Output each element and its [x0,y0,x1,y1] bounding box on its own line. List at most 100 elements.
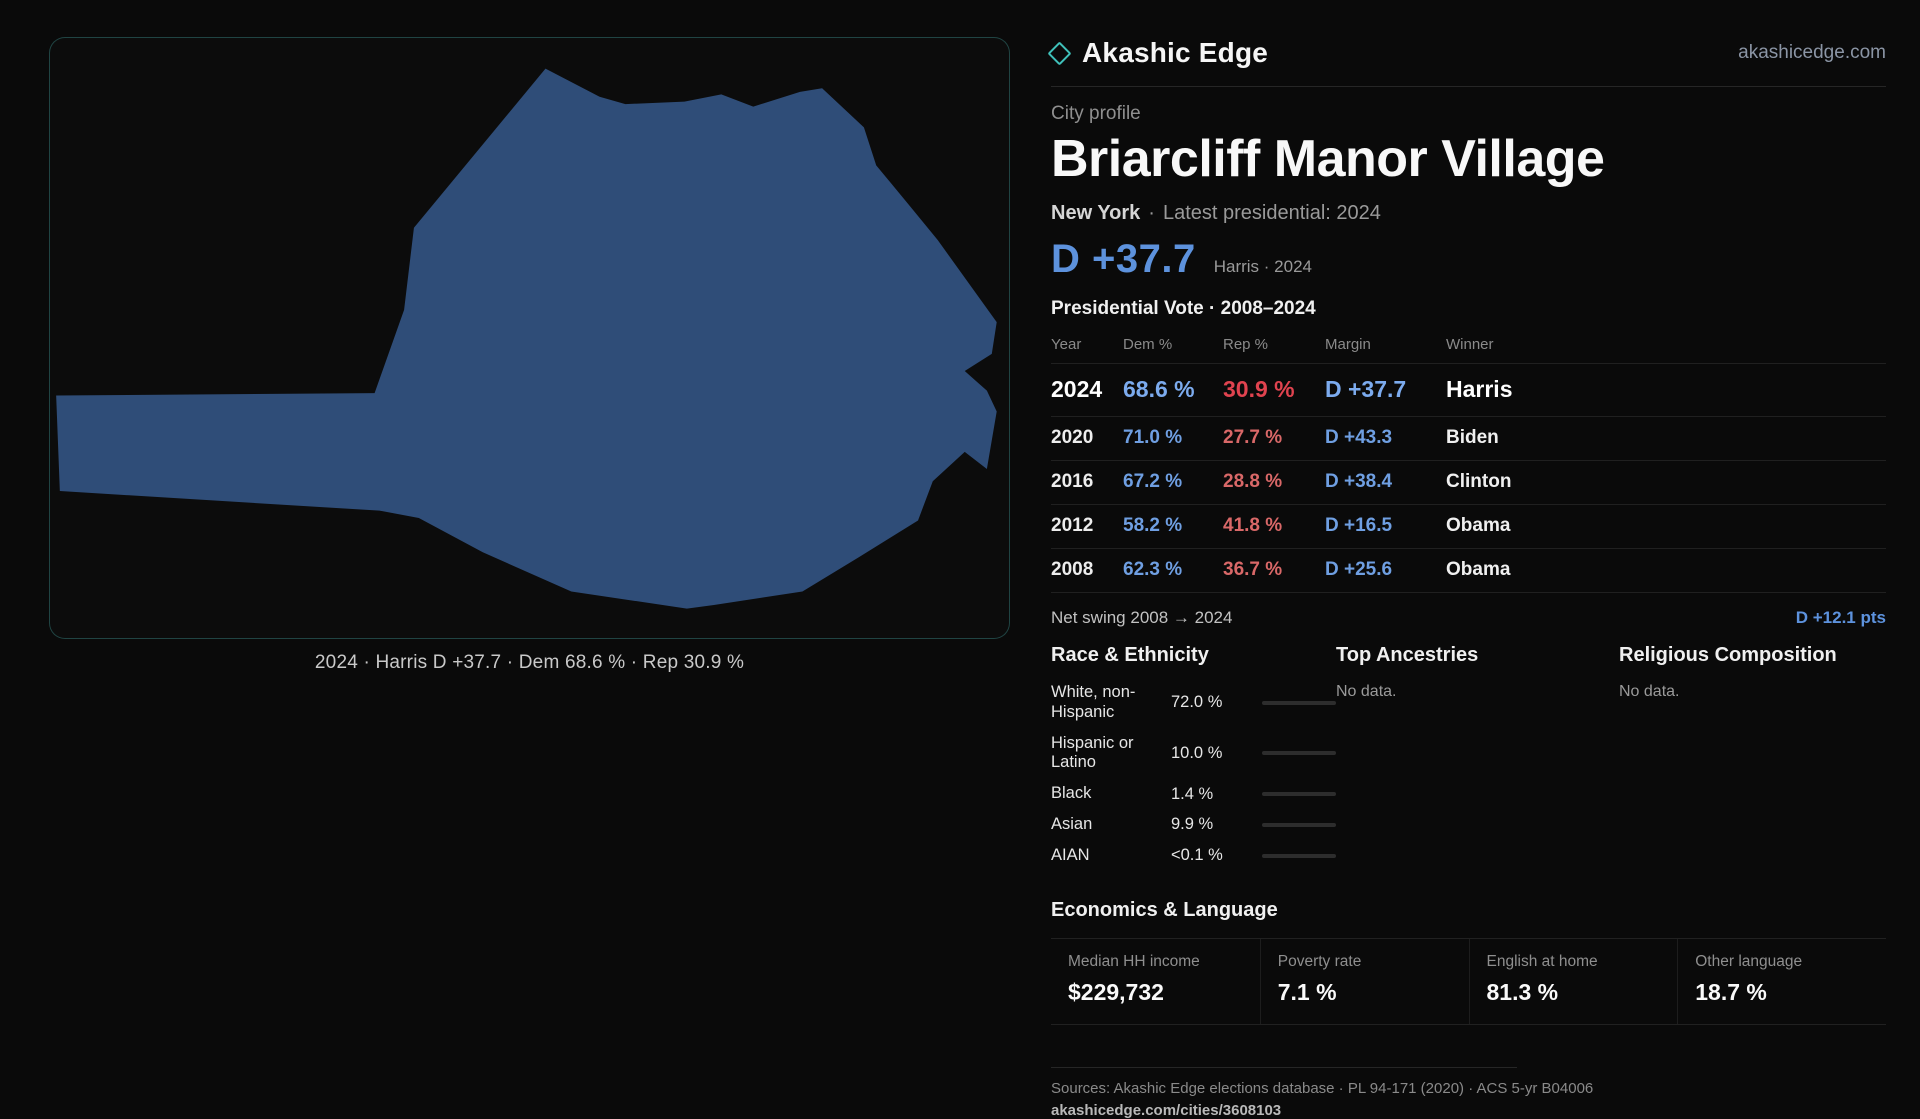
net-swing-value: D +12.1 pts [1795,608,1886,627]
brand-name: Akashic Edge [1082,37,1269,68]
col-winner: Winner [1446,336,1494,353]
net-swing-row: Net swing 2008 → 2024 D +12.1 pts [1051,593,1886,628]
race-bar-track [1262,751,1336,756]
race-bar-track [1262,700,1336,705]
header-divider [1051,86,1886,87]
year-cell: 2020 [1051,427,1094,448]
rep-cell: 27.7 % [1223,427,1283,448]
margin-cell: D +38.4 [1325,471,1393,492]
margin-note: Harris · 2024 [1213,257,1312,276]
economics-stats: Median HH income $229,732 Poverty rate 7… [1051,937,1886,1025]
religion-empty-state: No data. [1619,683,1680,700]
city-boundary-shape [56,68,997,609]
race-rows: White, non-Hispanic 72.0 % Hispanic or L… [1051,683,1336,866]
site-url-link[interactable]: akashicedge.com [1738,42,1886,63]
profile-panel: Akashic Edge akashicedge.com City profil… [1047,30,1886,1119]
subtitle-separator: · [1148,202,1155,224]
margin-cell: D +25.6 [1325,559,1393,580]
year-cell: 2024 [1051,376,1103,402]
race-bar-track [1262,853,1336,858]
dem-cell: 58.2 % [1123,515,1183,536]
rep-cell: 28.8 % [1223,471,1283,492]
winner-cell: Obama [1446,559,1511,580]
year-cell: 2008 [1051,559,1094,580]
margin-cell: D +37.7 [1325,376,1407,402]
rep-cell: 36.7 % [1223,559,1283,580]
table-row: 2008 62.3 % 36.7 % D +25.6 Obama [1051,549,1886,593]
header: Akashic Edge akashicedge.com [1047,30,1886,76]
stat-card: Poverty rate 7.1 % [1259,938,1469,1024]
page-title: Briarcliff Manor Village [1051,130,1605,188]
net-swing-label: Net swing 2008 → 2024 [1051,608,1233,627]
year-cell: 2012 [1051,515,1094,536]
winner-cell: Obama [1446,515,1511,536]
stat-card: Median HH income $229,732 [1051,939,1260,1024]
table-row: 2024 68.6 % 30.9 % D +37.7 Harris [1051,364,1886,417]
margin-cell: D +43.3 [1325,427,1393,448]
footer: Sources: Akashic Edge elections database… [1051,1066,1886,1119]
map-caption: 2024 · Harris D +37.7 · Dem 68.6 % · Rep… [314,652,745,673]
margin-cell: D +16.5 [1325,515,1393,536]
col-dem: Dem % [1123,336,1173,353]
race-label: White, non-Hispanic [1051,683,1136,721]
stat-label: Other language [1695,952,1803,970]
winner-cell: Harris [1446,376,1513,402]
rep-cell: 30.9 % [1223,376,1295,402]
race-value: 72.0 % [1171,693,1223,712]
table-row: 2016 67.2 % 28.8 % D +38.4 Clinton [1051,461,1886,505]
religion-column: Religious Composition No data. [1619,644,1886,877]
col-margin: Margin [1325,336,1371,353]
table-title: Presidential Vote · 2008–2024 [1051,298,1316,319]
race-value: 10.0 % [1171,743,1223,762]
col-year: Year [1051,336,1082,353]
margin-value: D +37.7 [1051,237,1196,281]
race-value: 9.9 % [1171,815,1214,834]
sources-text: Sources: Akashic Edge elections database… [1051,1079,1594,1097]
stat-label: English at home [1486,952,1598,970]
year-cell: 2016 [1051,471,1094,492]
winner-cell: Clinton [1446,471,1512,492]
race-bar-track [1262,822,1336,827]
race-bar-track [1262,792,1336,797]
race-row: White, non-Hispanic 72.0 % [1051,683,1336,723]
dem-cell: 62.3 % [1123,559,1183,580]
race-row: Black 1.4 % [1051,784,1336,804]
race-row: Asian 9.9 % [1051,815,1336,835]
race-label: Asian [1051,814,1093,833]
state-label: New York [1051,202,1141,224]
winner-cell: Biden [1446,427,1499,448]
race-row: Hispanic or Latino 10.0 % [1051,734,1336,774]
stat-value: 7.1 % [1277,978,1337,1005]
race-label: Black [1051,784,1092,803]
race-label: AIAN [1051,845,1090,864]
economics-title: Economics & Language [1051,898,1278,921]
religion-title: Religious Composition [1619,644,1837,666]
race-row: AIAN <0.1 % [1051,846,1336,866]
col-rep: Rep % [1223,336,1269,353]
presidential-vote-table: Year Dem % Rep % Margin Winner 2024 68.6… [1051,324,1886,593]
race-ethnicity-title: Race & Ethnicity [1051,644,1209,666]
demographics-section: Race & Ethnicity White, non-Hispanic 72.… [1051,644,1886,877]
race-ethnicity-column: Race & Ethnicity White, non-Hispanic 72.… [1051,644,1336,877]
race-label: Hispanic or Latino [1051,733,1134,772]
stat-value: 81.3 % [1486,978,1559,1005]
table-row: 2012 58.2 % 41.8 % D +16.5 Obama [1051,505,1886,549]
stat-card: Other language 18.7 % [1677,938,1886,1024]
city-map-panel [49,37,1010,639]
table-header-row: Year Dem % Rep % Margin Winner [1051,324,1886,364]
ancestries-empty-state: No data. [1336,683,1397,700]
subtitle: New York · Latest presidential: 2024 [1051,202,1886,225]
latest-election-label: Latest presidential: 2024 [1162,202,1381,224]
margin-hero: D +37.7 Harris · 2024 [1051,237,1886,282]
eyebrow-label: City profile [1051,103,1141,124]
stat-label: Median HH income [1068,952,1200,970]
city-permalink[interactable]: akashicedge.com/cities/3608103 [1051,1101,1282,1119]
stat-value: 18.7 % [1695,978,1767,1005]
dem-cell: 68.6 % [1123,376,1195,402]
city-boundary-map [56,68,997,609]
table-row: 2020 71.0 % 27.7 % D +43.3 Biden [1051,417,1886,461]
stat-card: English at home 81.3 % [1468,938,1678,1024]
dem-cell: 71.0 % [1123,427,1183,448]
stat-value: $229,732 [1068,978,1164,1005]
brand[interactable]: Akashic Edge [1047,37,1269,69]
